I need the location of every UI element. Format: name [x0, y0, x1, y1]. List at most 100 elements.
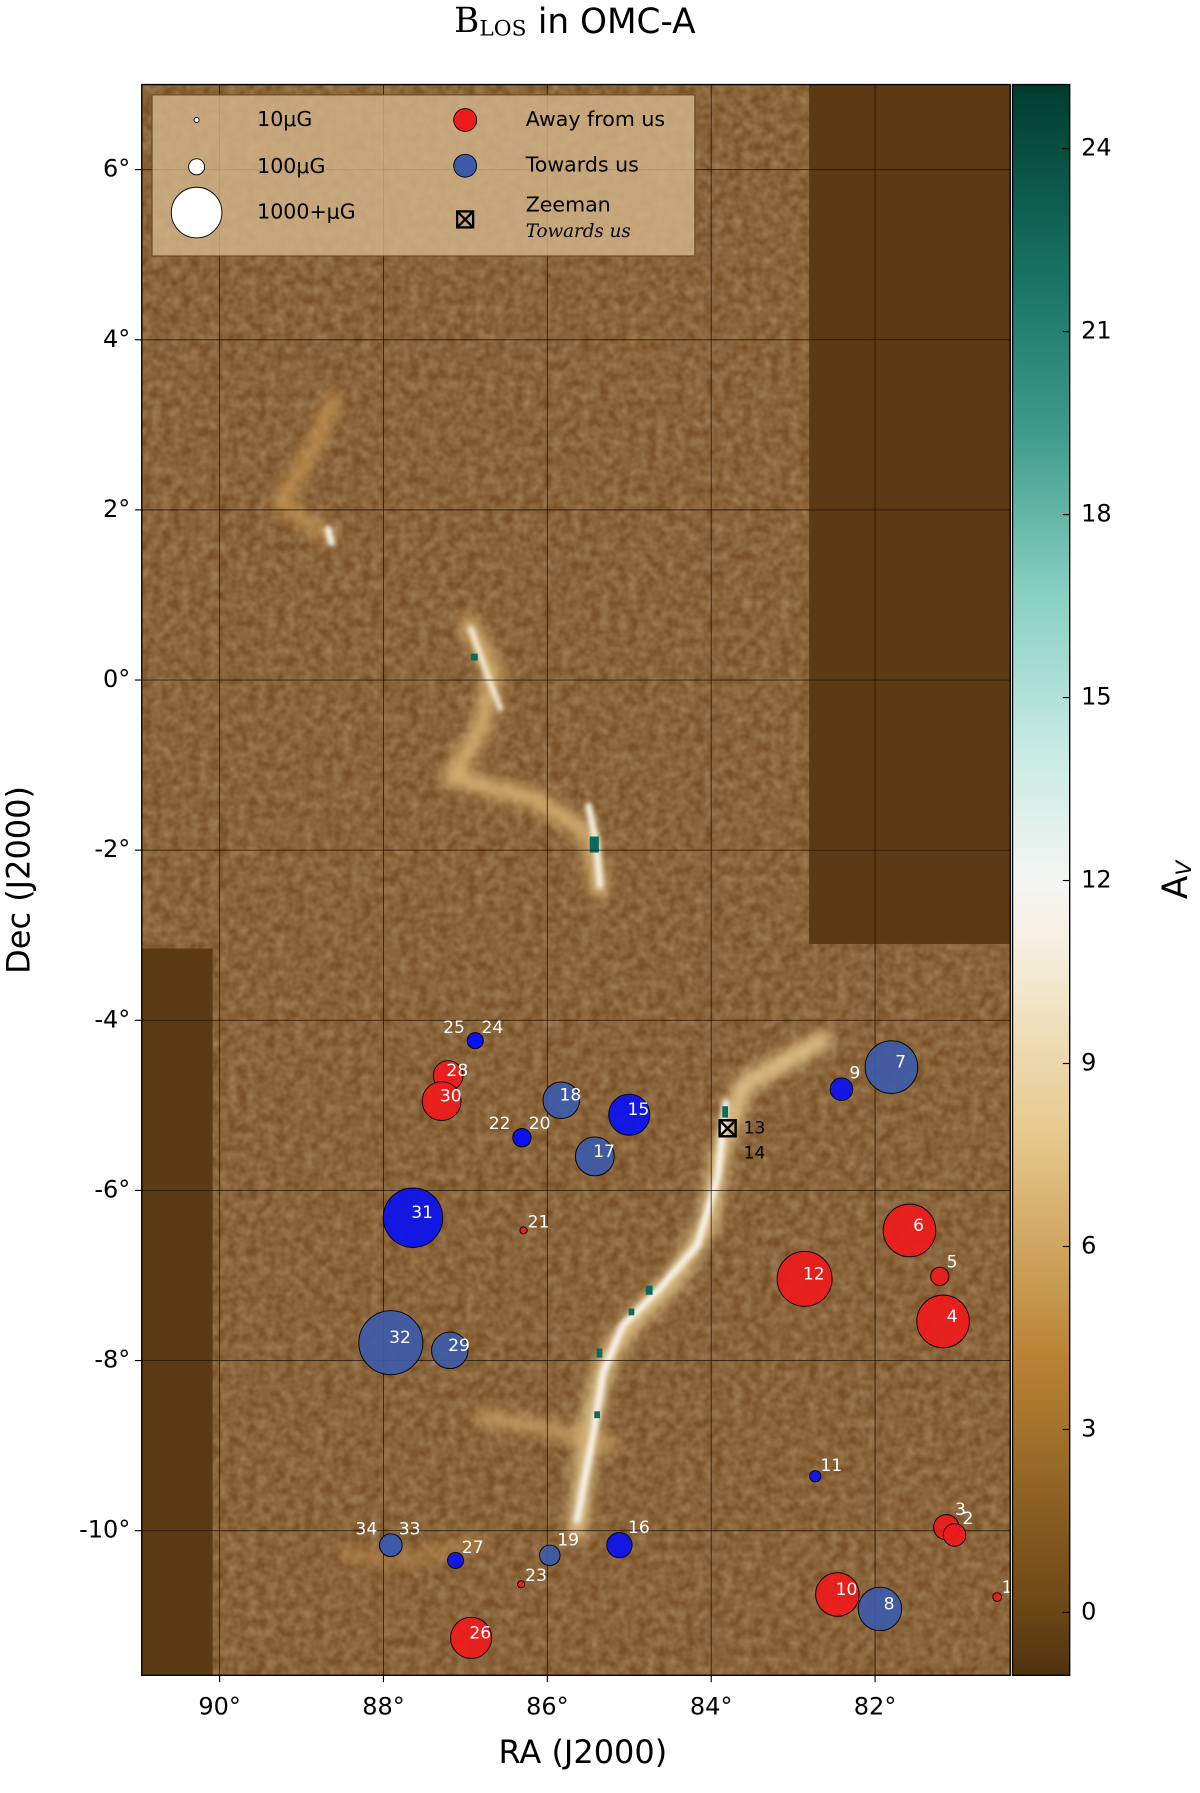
point-label: 13 [744, 1118, 766, 1138]
point-label: 4 [947, 1307, 958, 1327]
legend-label: Away from us [526, 107, 665, 131]
y-axis-label: Dec (J2000) [0, 786, 38, 974]
extinction-map [141, 84, 1011, 1676]
point-label: 19 [557, 1531, 579, 1551]
legend-size-marker [193, 117, 200, 123]
chart-title: BLOS in OMC-A [454, 1, 696, 42]
point-label: 34 [355, 1519, 377, 1539]
legend-label: Zeeman [526, 193, 611, 217]
y-tick-label: 2° [103, 495, 130, 523]
legend-size-marker [188, 158, 206, 176]
dense-cores [470, 653, 728, 1419]
point-label: 10 [836, 1580, 858, 1600]
point-label: 17 [593, 1142, 615, 1162]
point-label: 7 [895, 1053, 906, 1073]
zeeman-cross [718, 1119, 737, 1138]
point-label: 21 [528, 1212, 550, 1232]
bubble [864, 1040, 919, 1094]
legend-size-label: 100μG [257, 154, 325, 178]
y-tick-label: -2° [94, 835, 130, 863]
legend-box [151, 94, 696, 257]
point-label: 8 [884, 1594, 895, 1614]
bubble [809, 1470, 822, 1483]
bubble [916, 1294, 970, 1349]
bubble [992, 1592, 1002, 1602]
point-label: 15 [628, 1100, 650, 1120]
point-label: 26 [469, 1623, 491, 1643]
point-label: 2 [962, 1509, 973, 1529]
title-subscript: LOS [479, 17, 526, 42]
colorbar-tick-label: 3 [1081, 1414, 1096, 1442]
y-tick-label: -6° [94, 1175, 130, 1203]
x-tick-label: 82° [854, 1692, 897, 1720]
point-label: 33 [399, 1519, 421, 1539]
colorbar-label: AV [1156, 859, 1197, 899]
bubble [431, 1331, 469, 1370]
plot-frame [141, 83, 1011, 1676]
bubble [857, 1586, 903, 1632]
zeeman-marker [718, 1119, 737, 1138]
bubble [358, 1310, 424, 1376]
legend-zeeman-square [456, 210, 475, 229]
y-tick-label: -4° [94, 1005, 130, 1033]
colorbar-tick-label: 18 [1081, 500, 1112, 528]
point-label: 11 [820, 1456, 842, 1476]
colorbar-tick-label: 9 [1081, 1049, 1096, 1077]
colorbar-label-main: A [1156, 875, 1196, 899]
y-tick-label: 4° [103, 325, 130, 353]
bubble [776, 1250, 833, 1307]
bubble [815, 1572, 860, 1617]
y-tick-label: -8° [94, 1346, 130, 1374]
points: 1324561012212326283078911151617181920222… [355, 1018, 1013, 1659]
x-axis-label: RA (J2000) [498, 1733, 667, 1771]
bubble [379, 1533, 403, 1557]
point-label: 31 [411, 1203, 433, 1223]
point-label: 5 [947, 1253, 958, 1273]
x-tick-label: 84° [690, 1692, 733, 1720]
colorbar-tick-label: 15 [1081, 683, 1112, 711]
point-label: 29 [448, 1336, 470, 1356]
bubble [421, 1081, 462, 1121]
legend-note: Towards us [526, 221, 631, 242]
bubble [447, 1551, 465, 1569]
no-coverage [141, 948, 213, 1676]
bubble [608, 1093, 651, 1136]
point-label: 28 [446, 1061, 468, 1081]
bubble [542, 1081, 580, 1119]
bubble [930, 1266, 950, 1286]
colorbar-tick-label: 24 [1081, 134, 1112, 162]
y-tick-label: 0° [103, 665, 130, 693]
legend-size-label: 10μG [257, 107, 312, 131]
point-label: 12 [803, 1264, 825, 1284]
bubble [382, 1187, 444, 1248]
bubble [539, 1544, 561, 1567]
zeeman-square [718, 1119, 737, 1138]
x-tick-label: 88° [362, 1692, 405, 1720]
title-suffix: in OMC-A [538, 1, 696, 41]
bubble [450, 1616, 493, 1659]
point-label: 9 [849, 1063, 860, 1083]
bubble [574, 1136, 615, 1177]
point-label: 1 [1002, 1578, 1013, 1598]
y-tick-label: 6° [103, 155, 130, 183]
point-label: 27 [462, 1538, 484, 1558]
no-coverage [809, 84, 1011, 944]
bubble [882, 1203, 937, 1258]
colorbar-tick-label: 0 [1081, 1597, 1096, 1625]
point-label: 3 [955, 1500, 966, 1520]
legend-marker [453, 153, 478, 178]
x-tick-label: 86° [526, 1692, 569, 1720]
point-label: 32 [389, 1328, 411, 1348]
point-label: 24 [482, 1018, 504, 1038]
legend-size-marker [170, 186, 223, 239]
point-label: 22 [489, 1114, 511, 1134]
point-label: 20 [529, 1114, 551, 1134]
colorbar-tick-label: 21 [1081, 317, 1112, 345]
point-label: 16 [628, 1518, 650, 1538]
legend-size-label: 1000+μG [257, 200, 356, 224]
bubble [606, 1532, 633, 1559]
point-label: 30 [440, 1087, 462, 1107]
bubble [519, 1226, 528, 1235]
